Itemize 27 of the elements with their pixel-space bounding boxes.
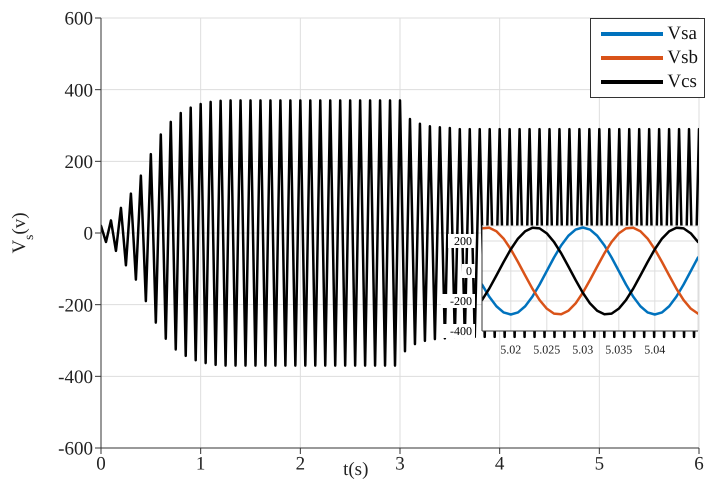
y-tick-label: 200 — [64, 152, 93, 174]
x-tick-label: 5 — [594, 453, 604, 474]
y-tick-label: 200 — [454, 234, 472, 248]
x-axis-title: t(s) — [343, 459, 368, 480]
x-tick-label: 0 — [96, 453, 106, 474]
y-tick-label: -400 — [450, 324, 472, 338]
y-tick-label: 0 — [84, 224, 93, 245]
x-tick-label: 2 — [296, 453, 306, 474]
x-tick-label: 5.035 — [605, 342, 632, 357]
x-tick-label: 5.04 — [644, 342, 666, 357]
y-tick-label: -200 — [58, 295, 93, 316]
legend-label: Vcs — [667, 71, 697, 93]
y-tick-label: 0 — [466, 264, 472, 278]
x-tick-label: 6 — [694, 453, 704, 474]
x-tick-label: 3 — [395, 453, 405, 474]
x-tick-label: 5.03 — [572, 342, 594, 357]
legend-label: Vsa — [667, 23, 697, 45]
x-tick-label: 4 — [494, 453, 505, 474]
x-tick-label: 5.02 — [500, 342, 522, 357]
y-tick-label: 400 — [64, 80, 93, 102]
legend-label: Vsb — [667, 47, 698, 69]
x-tick-label: 1 — [196, 453, 206, 474]
y-tick-label: -600 — [58, 438, 93, 460]
y-tick-label: -200 — [450, 294, 472, 308]
x-tick-label: 5.025 — [533, 342, 560, 357]
y-tick-label: -400 — [58, 367, 93, 388]
y-tick-label: 600 — [64, 8, 93, 30]
